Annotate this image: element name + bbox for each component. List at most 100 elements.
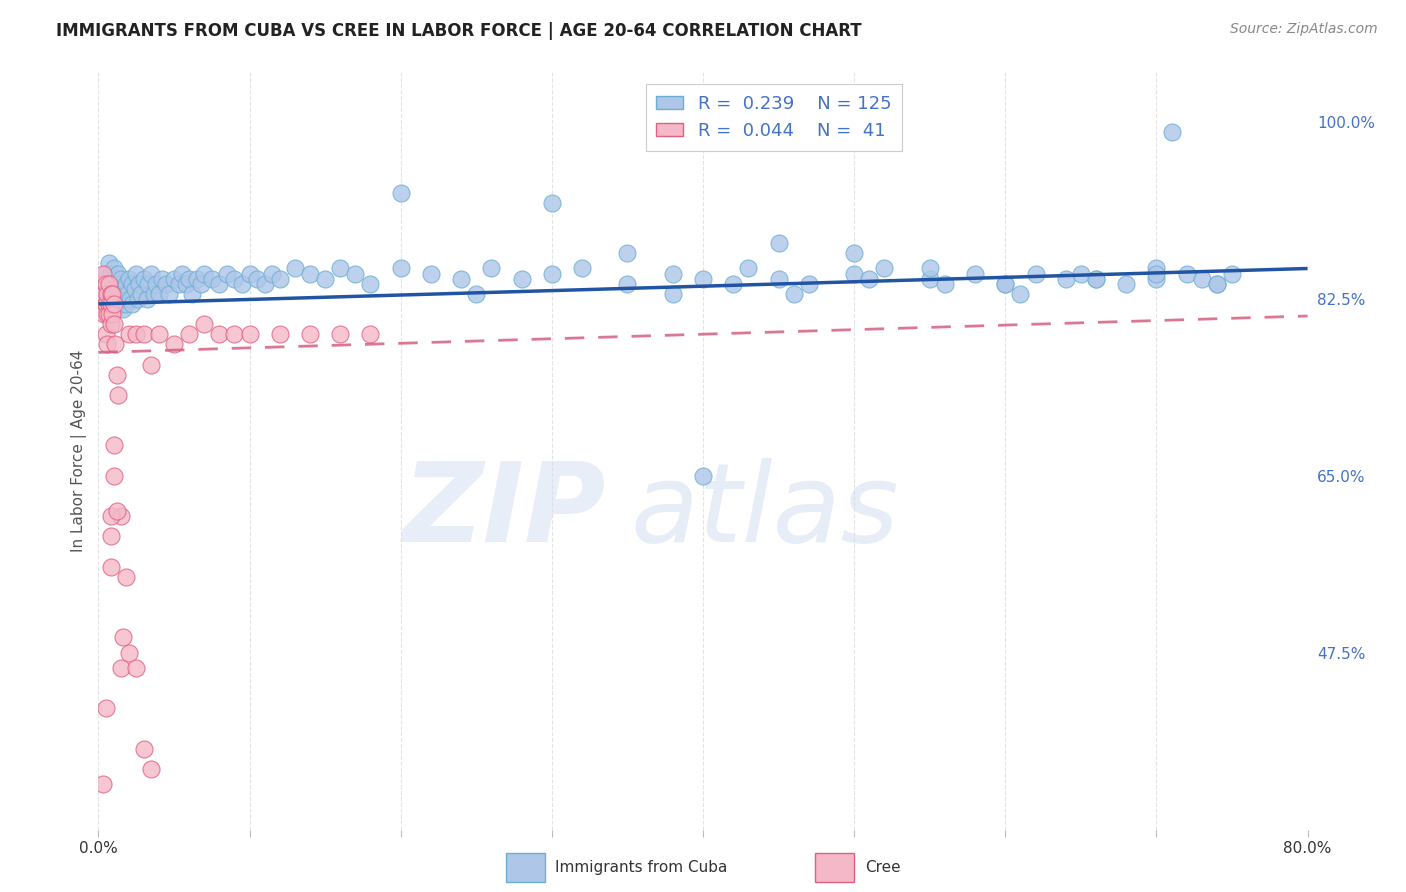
Point: [104, 301, 127, 316]
Point: [96, 297, 118, 311]
Text: atlas: atlas: [630, 458, 898, 565]
Point: [1070, 267, 1092, 281]
Point: [90, 277, 112, 291]
Point: [107, 388, 129, 402]
Point: [135, 292, 157, 306]
Point: [239, 267, 262, 281]
Point: [934, 277, 956, 291]
Point: [344, 267, 367, 281]
Point: [1054, 271, 1077, 285]
Point: [94, 297, 117, 311]
Point: [193, 317, 215, 331]
Point: [692, 271, 714, 285]
Point: [96, 277, 118, 291]
Point: [190, 277, 212, 291]
Point: [1160, 125, 1182, 139]
Point: [91, 286, 114, 301]
Legend: R =  0.239    N = 125, R =  0.044    N =  41: R = 0.239 N = 125, R = 0.044 N = 41: [645, 84, 903, 151]
Point: [108, 297, 131, 311]
Point: [105, 368, 128, 382]
Point: [170, 267, 193, 281]
Point: [450, 271, 472, 285]
Point: [100, 297, 122, 311]
Point: [737, 261, 759, 276]
Point: [299, 327, 322, 342]
Point: [101, 307, 124, 321]
Point: [179, 327, 201, 342]
Point: [100, 529, 122, 543]
Point: [150, 271, 173, 285]
Point: [1144, 261, 1167, 276]
Point: [103, 297, 125, 311]
Point: [118, 271, 141, 285]
Point: [124, 282, 146, 296]
Point: [284, 261, 307, 276]
Point: [136, 277, 159, 291]
Point: [994, 277, 1017, 291]
Point: [269, 327, 291, 342]
Point: [100, 286, 122, 301]
Point: [98, 256, 121, 270]
Point: [100, 559, 122, 574]
Point: [314, 271, 336, 285]
Point: [121, 277, 143, 291]
Text: Source: ZipAtlas.com: Source: ZipAtlas.com: [1230, 22, 1378, 37]
Point: [540, 267, 562, 281]
Point: [360, 277, 382, 291]
Point: [1010, 286, 1032, 301]
Point: [96, 337, 118, 351]
Point: [112, 292, 135, 306]
Point: [132, 741, 155, 756]
Point: [873, 261, 896, 276]
Point: [918, 261, 941, 276]
Point: [93, 286, 115, 301]
Point: [125, 267, 148, 281]
Point: [94, 327, 117, 342]
FancyBboxPatch shape: [815, 854, 855, 881]
Point: [262, 267, 284, 281]
Point: [1206, 277, 1229, 291]
Point: [110, 286, 132, 301]
Point: [159, 286, 181, 301]
Point: [101, 286, 124, 301]
Point: [98, 297, 121, 311]
Point: [420, 267, 443, 281]
Point: [768, 271, 790, 285]
Text: Immigrants from Cuba: Immigrants from Cuba: [555, 860, 728, 875]
Point: [105, 292, 128, 306]
Point: [360, 327, 382, 342]
Point: [114, 277, 136, 291]
Text: Cree: Cree: [865, 860, 900, 875]
Point: [103, 317, 125, 331]
Point: [108, 277, 131, 291]
Point: [231, 277, 253, 291]
Point: [114, 297, 136, 311]
Point: [167, 277, 190, 291]
Point: [127, 292, 149, 306]
Point: [1085, 271, 1108, 285]
Point: [141, 762, 163, 776]
Point: [215, 267, 238, 281]
Point: [844, 246, 866, 260]
Point: [1144, 267, 1167, 281]
Text: IMMIGRANTS FROM CUBA VS CREE IN LABOR FORCE | AGE 20-64 CORRELATION CHART: IMMIGRANTS FROM CUBA VS CREE IN LABOR FO…: [56, 22, 862, 40]
Point: [540, 195, 562, 210]
Point: [98, 282, 121, 296]
Point: [329, 261, 352, 276]
Point: [105, 271, 128, 285]
Point: [141, 358, 163, 372]
Point: [616, 246, 638, 260]
Point: [105, 504, 128, 518]
Point: [145, 277, 167, 291]
Point: [269, 271, 291, 285]
Point: [148, 286, 170, 301]
Point: [616, 277, 638, 291]
Point: [100, 509, 122, 524]
Point: [481, 261, 503, 276]
Point: [224, 327, 246, 342]
Point: [94, 277, 117, 291]
Point: [1085, 271, 1108, 285]
Point: [118, 327, 141, 342]
Point: [661, 286, 683, 301]
Point: [103, 468, 125, 483]
